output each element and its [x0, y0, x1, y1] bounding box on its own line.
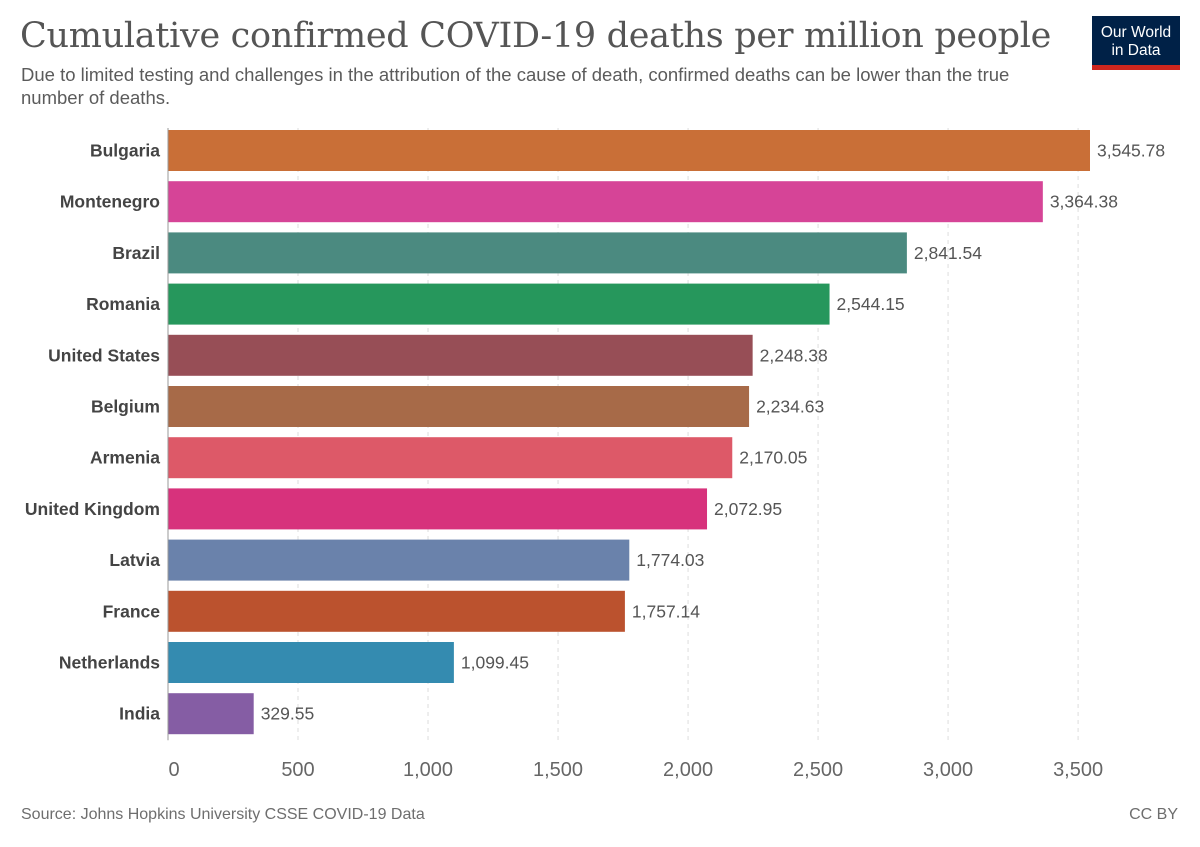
- x-tick-label-5: 2,500: [793, 759, 843, 781]
- bar-8[interactable]: [168, 539, 630, 581]
- chart-title: Cumulative confirmed COVID-19 deaths per…: [20, 16, 1052, 56]
- bar-6[interactable]: [168, 437, 733, 479]
- x-tick-label-3: 1,500: [533, 759, 583, 781]
- x-tick-label-2: 1,000: [403, 759, 453, 781]
- category-label-1: Montenegro: [60, 192, 160, 212]
- value-label-11: 329.55: [261, 704, 315, 724]
- bar-0[interactable]: [168, 130, 1090, 171]
- value-label-0: 3,545.78: [1097, 141, 1165, 161]
- bar-10[interactable]: [168, 642, 454, 683]
- bar-11[interactable]: [168, 693, 254, 735]
- value-label-8: 1,774.03: [636, 550, 704, 570]
- x-tick-label-6: 3,000: [923, 759, 973, 781]
- category-label-2: Brazil: [112, 243, 160, 263]
- logo-line-2: in Data: [1111, 42, 1161, 59]
- value-label-7: 2,072.95: [714, 499, 782, 519]
- chart-subtitle: Due to limited testing and challenges in…: [21, 64, 1010, 108]
- value-label-1: 3,364.38: [1050, 192, 1118, 212]
- category-label-8: Latvia: [109, 550, 160, 570]
- bar-2[interactable]: [168, 232, 907, 274]
- category-label-0: Bulgaria: [90, 141, 160, 161]
- logo-accent-bar: [1092, 65, 1180, 70]
- x-tick-label-4: 2,000: [663, 759, 713, 781]
- x-tick-label-0: 0: [168, 759, 179, 781]
- value-label-4: 2,248.38: [760, 345, 828, 365]
- value-label-5: 2,234.63: [756, 397, 824, 417]
- x-tick-label-7: 3,500: [1053, 759, 1103, 781]
- category-label-3: Romania: [86, 294, 160, 314]
- bar-9[interactable]: [168, 590, 625, 632]
- owid-logo[interactable]: Our World in Data: [1092, 16, 1180, 70]
- bar-1[interactable]: [168, 181, 1043, 223]
- category-label-7: United Kingdom: [25, 499, 160, 519]
- bar-5[interactable]: [168, 386, 750, 427]
- source-note[interactable]: Source: Johns Hopkins University CSSE CO…: [21, 806, 425, 823]
- category-label-9: France: [103, 601, 161, 621]
- category-label-11: India: [119, 704, 160, 724]
- value-label-9: 1,757.14: [632, 601, 700, 621]
- bar-7[interactable]: [168, 488, 708, 530]
- category-label-6: Armenia: [90, 448, 160, 468]
- bar-3[interactable]: [168, 283, 830, 325]
- value-label-10: 1,099.45: [461, 653, 529, 673]
- category-label-4: United States: [48, 345, 160, 365]
- license-link[interactable]: CC BY: [1129, 806, 1178, 823]
- value-label-2: 2,841.54: [914, 243, 982, 263]
- value-label-3: 2,544.15: [837, 294, 905, 314]
- value-label-6: 2,170.05: [739, 448, 807, 468]
- bar-4[interactable]: [168, 334, 753, 376]
- bar-chart: Bulgaria 3,545.78 Montenegro 3,364.38 Brazil…: [25, 128, 1165, 781]
- category-label-10: Netherlands: [59, 653, 160, 673]
- category-label-5: Belgium: [91, 397, 160, 417]
- x-tick-label-1: 500: [281, 759, 314, 781]
- logo-line-1: Our World: [1100, 24, 1172, 41]
